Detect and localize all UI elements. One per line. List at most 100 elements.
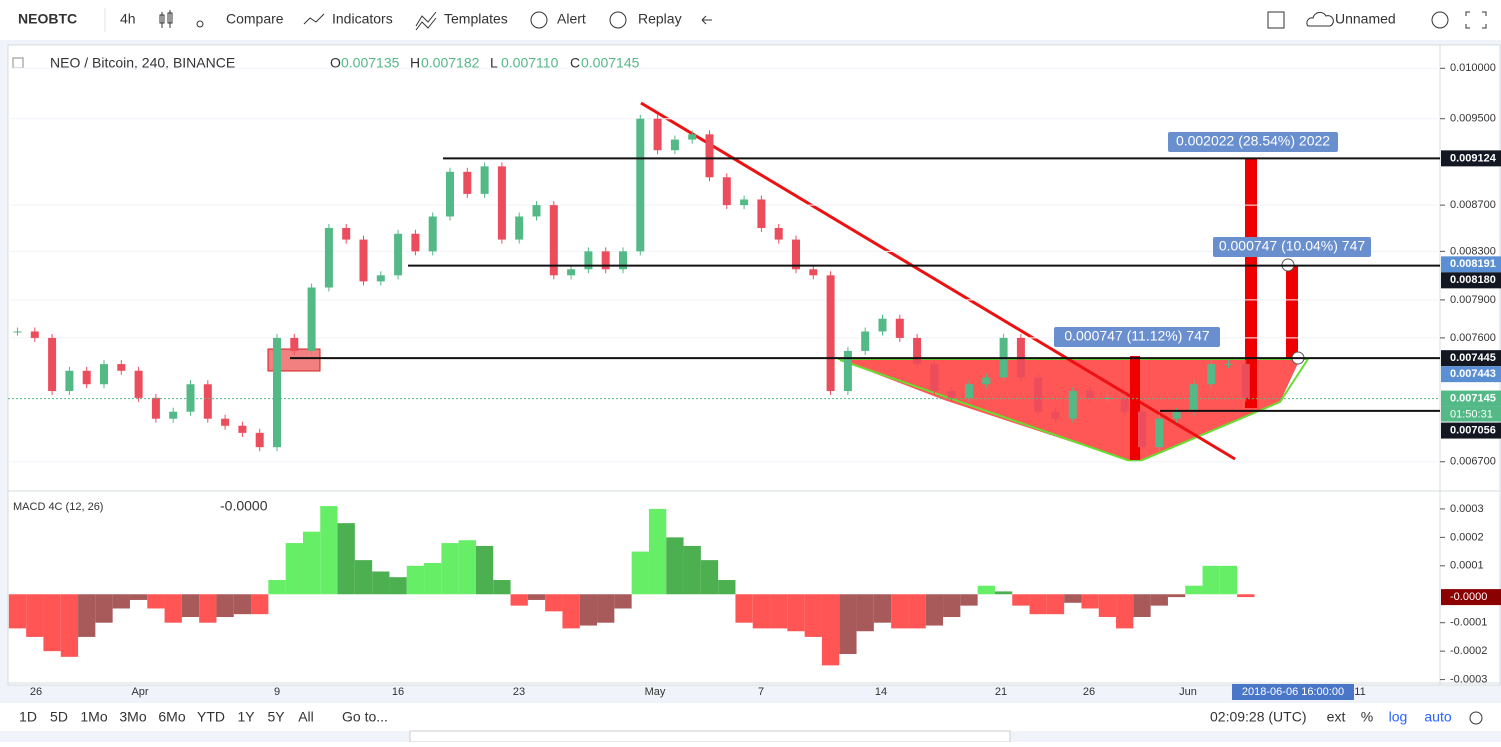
macd-bar (60, 594, 79, 657)
candle (1155, 418, 1164, 448)
macd-bar (614, 594, 632, 609)
cloud-icon[interactable] (1306, 11, 1334, 27)
candle (1172, 411, 1181, 419)
range-button[interactable]: All (298, 709, 314, 725)
range-button[interactable]: 1Y (237, 709, 255, 725)
candle (324, 227, 333, 288)
range-button[interactable]: 1Mo (80, 709, 107, 725)
ohlc-key: O (330, 55, 341, 71)
macd-bar (977, 585, 995, 595)
symbol[interactable]: NEOBTC (18, 11, 77, 27)
macd-label-bg (1441, 589, 1501, 606)
candle (792, 239, 800, 270)
price-label-bg (1441, 272, 1501, 289)
toolbar-button[interactable]: Compare (226, 11, 284, 27)
undo-icon[interactable] (701, 15, 712, 25)
y-tick-label: 0.008700 (1450, 199, 1496, 211)
macd-bar (164, 594, 182, 623)
macd-bar (320, 506, 338, 595)
candle (688, 134, 697, 140)
alert-icon[interactable] (530, 11, 548, 29)
price-label-bg (1441, 366, 1501, 383)
replay-icon[interactable] (609, 11, 627, 29)
measure-bar (1130, 356, 1140, 460)
ohlc-key: C (570, 55, 580, 71)
candle (567, 269, 576, 276)
candle (636, 118, 645, 252)
macd-bar (251, 594, 269, 615)
toolbar-button[interactable]: Templates (444, 11, 508, 27)
candle (238, 425, 247, 433)
macd-bar (960, 594, 978, 606)
compare-icon[interactable] (196, 20, 204, 28)
range-button[interactable]: 1D (19, 709, 37, 725)
candle (895, 318, 904, 338)
candle (48, 337, 57, 392)
candle (359, 239, 368, 282)
range-button[interactable]: 5D (50, 709, 68, 725)
macd-bar (1116, 594, 1134, 629)
settings-icon[interactable] (1431, 11, 1449, 29)
scale-option[interactable]: ext (1327, 709, 1346, 725)
layout-name[interactable]: Unnamed (1335, 11, 1396, 27)
candle (1138, 411, 1146, 448)
macd-bar (527, 594, 546, 600)
candle (670, 139, 679, 151)
macd-bar (579, 594, 598, 626)
candle (947, 391, 956, 398)
range-button[interactable]: 3Mo (119, 709, 146, 725)
cursor-label-bg (1232, 684, 1354, 700)
candle (549, 205, 558, 276)
candle (1068, 391, 1077, 419)
range-button[interactable]: 6Mo (158, 709, 185, 725)
toolbar-button[interactable]: Replay (638, 11, 682, 27)
y-tick-label: 0.010000 (1450, 62, 1496, 74)
fullscreen-icon[interactable] (1267, 11, 1285, 29)
expand-icon[interactable] (1465, 11, 1487, 29)
macd-title: MACD 4C (12, 26) (13, 501, 103, 513)
scale-option[interactable]: log (1389, 709, 1408, 725)
price-label: 0.009124 (1450, 152, 1497, 164)
measure-label: 0.000747 (10.04%) 747 (1219, 238, 1366, 254)
candle (532, 205, 541, 217)
toolbar-button[interactable]: Alert (557, 11, 586, 27)
macd-bar (1081, 594, 1099, 609)
candle (809, 269, 818, 276)
macd-label: -0.0000 (1450, 591, 1487, 603)
candle-icon[interactable] (159, 10, 173, 28)
ohlc-key: L (490, 55, 498, 71)
templates-icon[interactable] (415, 11, 437, 31)
macd-bar (78, 594, 96, 637)
candle (774, 227, 783, 240)
candle (428, 216, 437, 252)
macd-bar (8, 594, 27, 629)
scale-option[interactable]: % (1361, 709, 1373, 725)
macd-bar (510, 594, 528, 606)
measure-label: 0.002022 (28.54%) 2022 (1176, 133, 1330, 149)
price-label: 0.007056 (1450, 424, 1496, 436)
scale-option[interactable]: auto (1424, 709, 1451, 725)
indicator-icon[interactable] (303, 13, 325, 25)
candle (151, 397, 160, 419)
interval[interactable]: 4h (120, 11, 136, 27)
candle (584, 251, 593, 270)
macd-bar (1098, 594, 1117, 618)
price-label-bg (1441, 422, 1501, 439)
macd-bar (1150, 594, 1168, 606)
candle (826, 275, 835, 392)
macd-bar (372, 571, 390, 595)
candle (1241, 364, 1250, 398)
toolbar-button[interactable]: Indicators (332, 11, 393, 27)
settings-icon[interactable] (1469, 711, 1483, 725)
candle (878, 318, 887, 332)
range-button[interactable]: YTD (197, 709, 225, 725)
candle (1051, 411, 1060, 419)
goto-button[interactable]: Go to... (342, 709, 388, 725)
range-button[interactable]: 5Y (267, 709, 285, 725)
candle (117, 364, 126, 371)
macd-bar (441, 543, 459, 595)
candle (100, 364, 108, 385)
x-tick-label: 21 (995, 686, 1007, 698)
candle (497, 166, 506, 240)
macd-bar (1029, 594, 1047, 615)
